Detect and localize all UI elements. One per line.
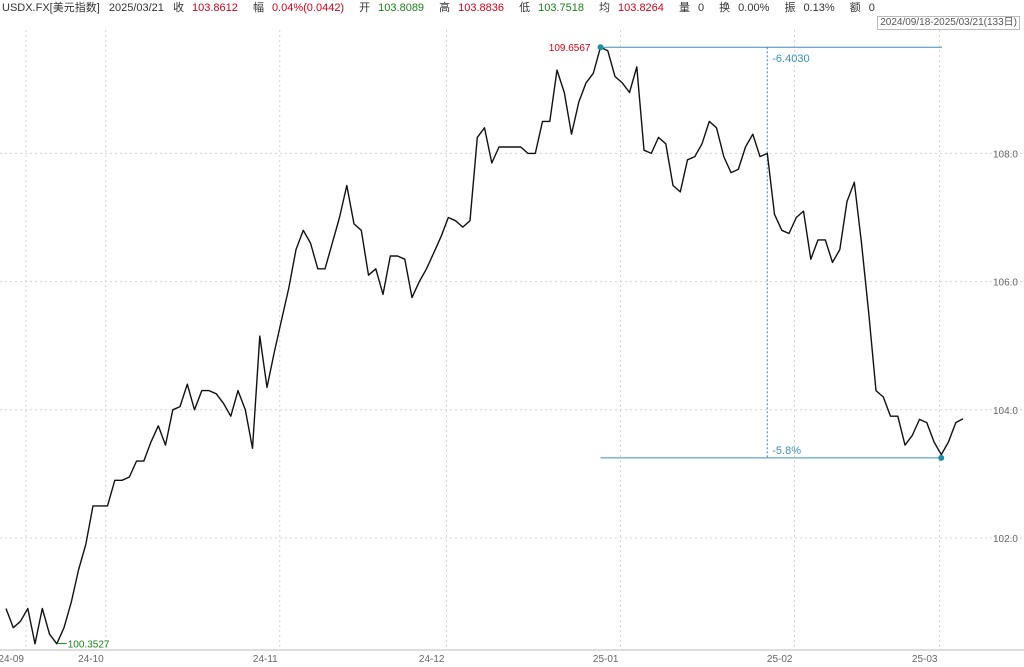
y-tick-label: 104.0 bbox=[993, 406, 1018, 417]
low-field: 低 103.7518 bbox=[519, 2, 590, 14]
y-tick-label: 102.0 bbox=[993, 534, 1018, 545]
avg-value: 103.8264 bbox=[618, 2, 664, 14]
quote-header: USDX.FX[美元指数] 2025/03/21 收 103.8612 幅 0.04… bbox=[2, 0, 1022, 16]
x-tick-label: 25-01 bbox=[593, 654, 619, 665]
x-tick-label: 24-10 bbox=[78, 654, 104, 665]
measure-tool[interactable]: -6.4030 -5.8% bbox=[600, 46, 943, 459]
close-value: 103.8612 bbox=[191, 2, 238, 14]
change-field: 幅 0.04%(0.0442) bbox=[253, 2, 350, 14]
marker-layer: 109.6567 100.3527 bbox=[56, 43, 945, 651]
amplitude-label: 振 bbox=[784, 2, 796, 14]
low-value: 103.7518 bbox=[538, 2, 584, 14]
date-label: 2025/03/21 bbox=[108, 2, 164, 14]
x-tick-label: 24-09 bbox=[0, 654, 24, 665]
high-label: 109.6567 bbox=[549, 43, 591, 54]
x-tick-label: 25-02 bbox=[767, 654, 793, 665]
symbol-label[interactable]: USDX.FX[美元指数] bbox=[2, 2, 100, 14]
low-label: 100.3527 bbox=[68, 640, 110, 651]
x-tick-label: 25-03 bbox=[912, 654, 938, 665]
amount-label: 额 bbox=[849, 2, 861, 14]
open-label: 开 bbox=[359, 2, 371, 14]
turnover-value: 0.00% bbox=[738, 2, 770, 14]
measure-pct-label: -5.8% bbox=[772, 445, 801, 457]
axis-layer: 102.0 104.0 106.0 108.0 24-09 24-10 24-11 24-12… bbox=[0, 149, 1024, 665]
high-field: 高 103.8836 bbox=[439, 2, 510, 14]
x-tick-label: 24-12 bbox=[419, 654, 445, 665]
amplitude-field: 振 0.13% bbox=[784, 2, 840, 14]
high-label: 高 bbox=[439, 2, 451, 14]
volume-label: 量 bbox=[678, 2, 690, 14]
open-value: 103.8089 bbox=[378, 2, 425, 14]
avg-field: 均 103.8264 bbox=[599, 2, 670, 14]
measure-end-marker bbox=[938, 454, 945, 461]
avg-label: 均 bbox=[599, 2, 611, 14]
price-line bbox=[5, 46, 964, 645]
turnover-field: 换 0.00% bbox=[719, 2, 775, 14]
amount-value: 0 bbox=[868, 2, 875, 14]
x-tick-label: 24-11 bbox=[253, 654, 278, 665]
low-label: 低 bbox=[519, 2, 531, 14]
high-marker bbox=[597, 44, 604, 51]
measure-diff-label: -6.4030 bbox=[772, 53, 809, 65]
grid-layer bbox=[0, 30, 1024, 650]
y-tick-label: 106.0 bbox=[993, 278, 1018, 289]
high-value: 103.8836 bbox=[458, 2, 505, 14]
change-value: 0.04%(0.0442) bbox=[271, 2, 345, 14]
amplitude-value: 0.13% bbox=[803, 2, 835, 14]
open-field: 开 103.8089 bbox=[359, 2, 430, 14]
date-range-label[interactable]: 2024/09/18-2025/03/21(133日) bbox=[877, 16, 1020, 30]
close-label: 收 bbox=[172, 2, 184, 14]
turnover-label: 换 bbox=[719, 2, 731, 14]
volume-value: 0 bbox=[697, 2, 705, 14]
y-tick-label: 108.0 bbox=[993, 149, 1018, 160]
change-label: 幅 bbox=[252, 2, 264, 14]
close-field: 收 103.8612 bbox=[173, 2, 244, 14]
